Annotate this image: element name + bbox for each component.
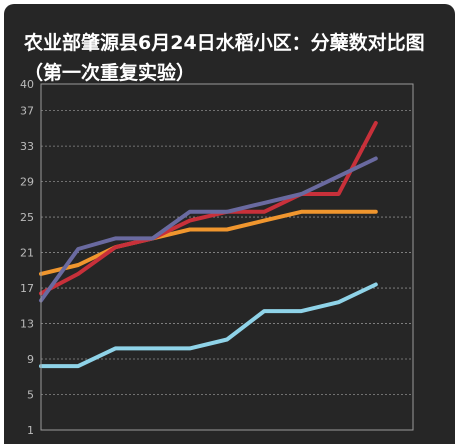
series-line-2 [39,209,378,276]
y-tick-label: 29 [20,176,34,189]
chart-title: 农业部肇源县6月24日水稻小区：分蘖数对比图（第一次重复实验） [24,32,425,84]
y-tick-label: 9 [27,353,34,366]
plot-frame [40,83,414,431]
y-tick-label: 13 [20,318,34,331]
y-tick-label: 1 [27,424,34,437]
y-tick-label: 21 [20,247,34,260]
series-lines [39,121,378,369]
series-line-1 [39,282,378,369]
series-line-3 [39,121,378,296]
y-tick-label: 33 [20,140,34,153]
plot-border [40,83,414,431]
series-line-4 [39,156,378,303]
y-tick-label: 40 [20,78,34,91]
y-tick-label: 37 [20,105,34,118]
chart-card: 农业部肇源县6月24日水稻小区：分蘖数对比图（第一次重复实验） [4,4,455,444]
y-tick-label: 17 [20,282,34,295]
y-tick-label: 25 [20,211,34,224]
y-tick-label: 5 [27,389,34,402]
y-axis-ticks: 1 5 9 13 17 21 25 29 33 37 40 [20,78,34,437]
